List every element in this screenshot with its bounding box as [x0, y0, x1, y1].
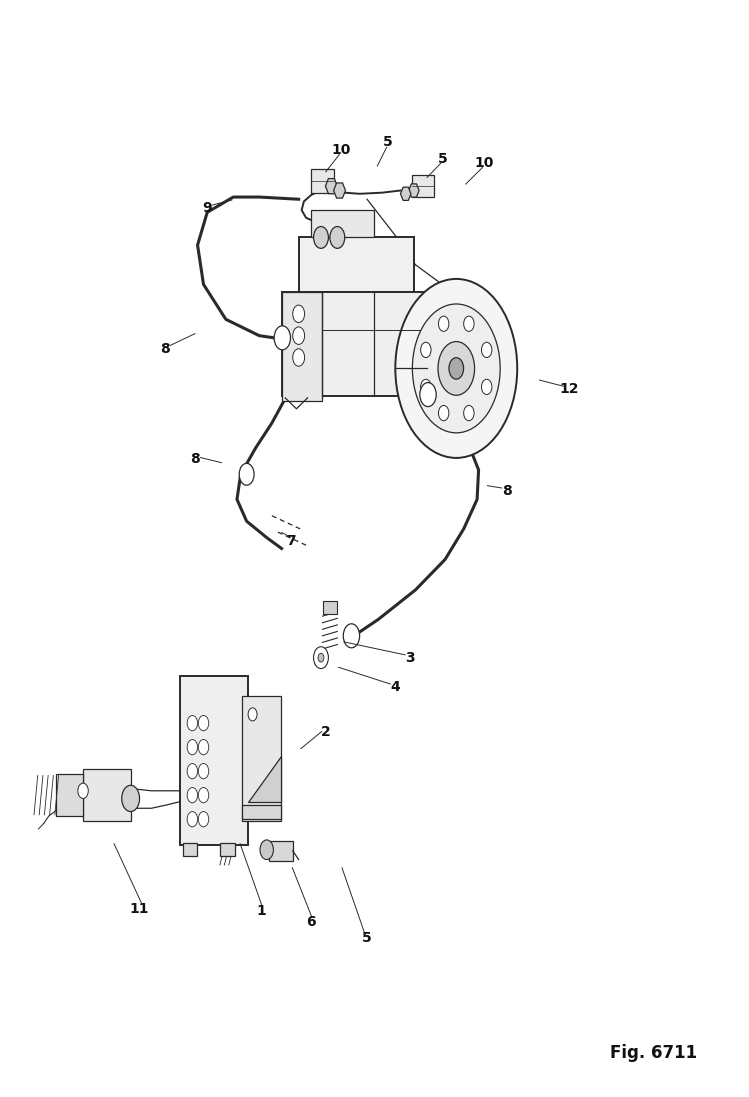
Circle shape — [449, 358, 464, 380]
Circle shape — [482, 342, 492, 358]
Bar — [180, 676, 248, 846]
Circle shape — [395, 279, 518, 457]
Circle shape — [438, 316, 449, 331]
Bar — [311, 169, 334, 193]
Circle shape — [239, 463, 254, 485]
Polygon shape — [401, 188, 411, 201]
Text: 5: 5 — [363, 931, 372, 946]
Text: 10: 10 — [475, 156, 494, 170]
Text: 3: 3 — [405, 651, 415, 665]
Text: Fig. 6711: Fig. 6711 — [610, 1043, 697, 1062]
Text: 4: 4 — [390, 680, 400, 694]
Bar — [220, 844, 234, 857]
Circle shape — [260, 840, 273, 860]
Circle shape — [420, 383, 436, 407]
Circle shape — [464, 406, 474, 421]
Circle shape — [198, 764, 209, 779]
Circle shape — [314, 226, 328, 248]
Polygon shape — [325, 179, 337, 194]
Polygon shape — [409, 184, 419, 197]
Bar — [242, 695, 281, 822]
Bar — [282, 292, 323, 402]
Text: 5: 5 — [438, 151, 448, 166]
Text: 10: 10 — [331, 143, 351, 157]
Bar — [282, 292, 426, 396]
Circle shape — [413, 304, 500, 433]
Circle shape — [438, 341, 475, 395]
Text: 8: 8 — [189, 452, 199, 466]
Text: 8: 8 — [160, 342, 170, 355]
Text: 1: 1 — [257, 904, 267, 918]
Circle shape — [187, 812, 198, 827]
Circle shape — [78, 783, 88, 799]
Circle shape — [330, 226, 345, 248]
Circle shape — [293, 349, 305, 366]
Circle shape — [314, 647, 328, 668]
Bar — [312, 211, 374, 237]
Text: 9: 9 — [202, 201, 212, 215]
Bar — [184, 844, 197, 857]
Bar — [412, 176, 434, 197]
Bar — [324, 601, 336, 614]
Circle shape — [187, 739, 198, 755]
Bar — [269, 841, 293, 861]
Circle shape — [198, 739, 209, 755]
Circle shape — [438, 406, 449, 421]
Circle shape — [482, 380, 492, 395]
Text: 8: 8 — [502, 484, 512, 498]
Circle shape — [198, 812, 209, 827]
Text: 11: 11 — [129, 902, 148, 916]
Circle shape — [293, 327, 305, 344]
Circle shape — [464, 316, 474, 331]
Bar — [56, 774, 83, 816]
Circle shape — [274, 326, 291, 350]
Circle shape — [421, 380, 431, 395]
Circle shape — [198, 715, 209, 731]
Polygon shape — [333, 183, 345, 199]
Circle shape — [187, 715, 198, 731]
Circle shape — [187, 788, 198, 803]
Circle shape — [198, 788, 209, 803]
Circle shape — [122, 785, 139, 812]
Circle shape — [318, 654, 324, 661]
Text: 6: 6 — [306, 915, 316, 929]
Text: 12: 12 — [560, 382, 579, 396]
Circle shape — [248, 708, 257, 721]
Circle shape — [293, 305, 305, 323]
Polygon shape — [248, 756, 281, 802]
Bar — [83, 769, 131, 822]
Circle shape — [421, 342, 431, 358]
Text: 2: 2 — [321, 725, 331, 739]
Circle shape — [343, 624, 360, 648]
Bar — [299, 237, 414, 292]
Text: 5: 5 — [383, 136, 392, 149]
Text: 7: 7 — [286, 534, 296, 547]
Polygon shape — [242, 805, 281, 819]
Circle shape — [187, 764, 198, 779]
